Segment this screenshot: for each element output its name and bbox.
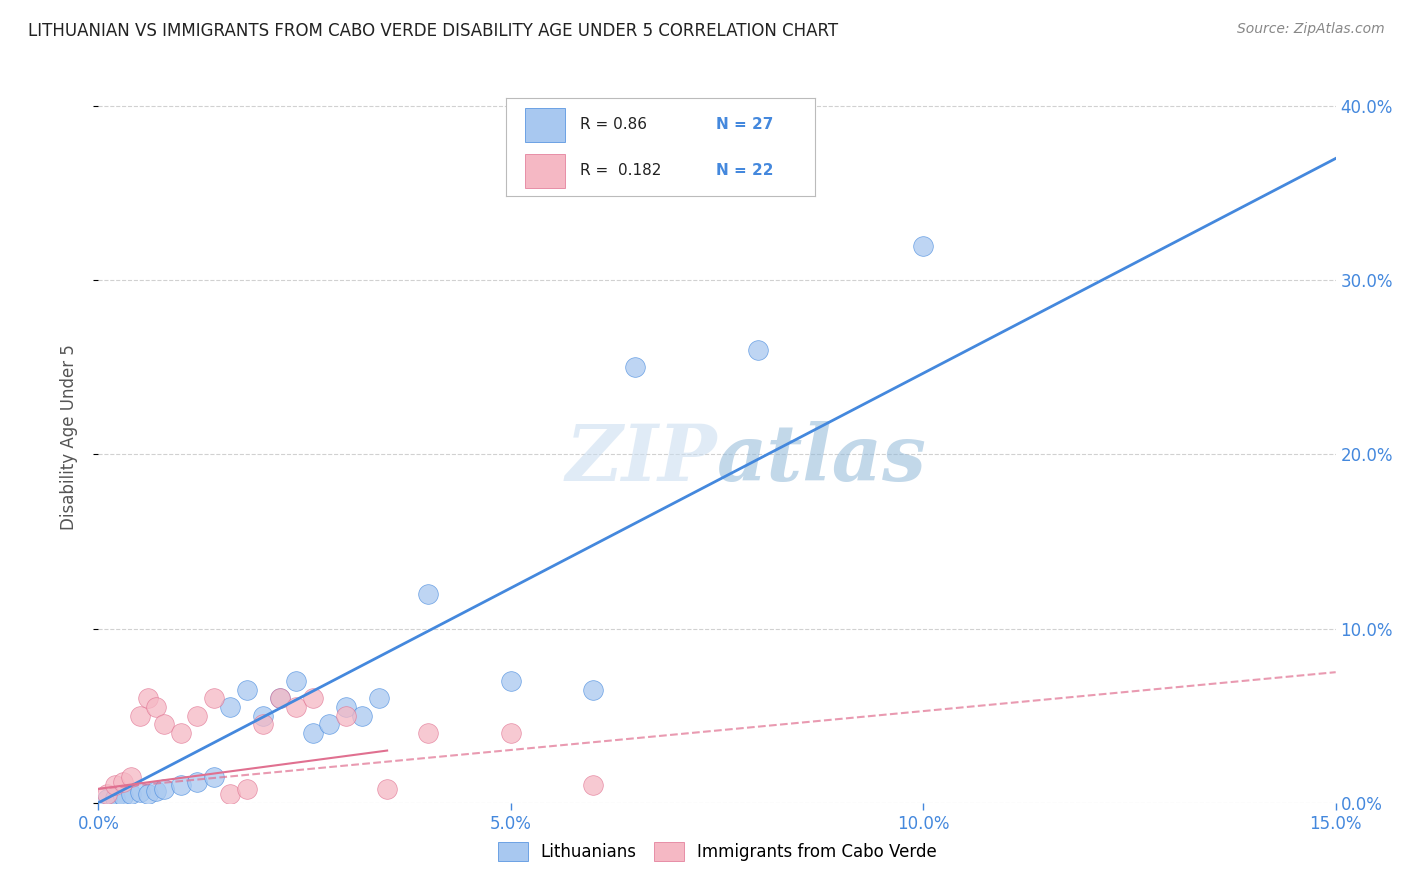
Point — [912, 238, 935, 252]
Point — [285, 700, 308, 714]
Point — [153, 717, 176, 731]
Point — [269, 691, 291, 706]
Point — [582, 778, 605, 792]
Point — [252, 708, 274, 723]
Point — [375, 781, 398, 796]
Text: N = 22: N = 22 — [717, 163, 773, 178]
Text: Source: ZipAtlas.com: Source: ZipAtlas.com — [1237, 22, 1385, 37]
Point — [367, 691, 389, 706]
Point — [219, 700, 242, 714]
Point — [352, 708, 374, 723]
Point — [335, 700, 357, 714]
Text: atlas: atlas — [717, 421, 927, 497]
Point — [170, 726, 193, 740]
Point — [186, 708, 208, 723]
Point — [104, 778, 127, 792]
Point — [120, 770, 142, 784]
Point — [236, 682, 259, 697]
Bar — [524, 108, 565, 142]
Bar — [524, 154, 565, 188]
Point — [202, 770, 225, 784]
Point — [112, 789, 135, 803]
Point — [128, 708, 150, 723]
Point — [582, 682, 605, 697]
Point — [120, 787, 142, 801]
Point — [202, 691, 225, 706]
Point — [318, 717, 340, 731]
Text: R =  0.182: R = 0.182 — [581, 163, 662, 178]
Point — [252, 717, 274, 731]
Point — [96, 787, 118, 801]
Point — [302, 726, 325, 740]
Point — [499, 673, 522, 688]
Point — [145, 783, 167, 797]
Text: N = 27: N = 27 — [717, 117, 773, 132]
Point — [145, 700, 167, 714]
Point — [128, 785, 150, 799]
Text: ZIP: ZIP — [565, 421, 717, 497]
Point — [96, 792, 118, 806]
Point — [747, 343, 769, 357]
Point — [236, 781, 259, 796]
Point — [302, 691, 325, 706]
Point — [335, 708, 357, 723]
Point — [285, 673, 308, 688]
Point — [170, 778, 193, 792]
Y-axis label: Disability Age Under 5: Disability Age Under 5 — [59, 344, 77, 530]
Point — [219, 787, 242, 801]
Point — [623, 360, 645, 375]
Point — [186, 775, 208, 789]
Point — [112, 775, 135, 789]
Text: R = 0.86: R = 0.86 — [581, 117, 647, 132]
Text: LITHUANIAN VS IMMIGRANTS FROM CABO VERDE DISABILITY AGE UNDER 5 CORRELATION CHAR: LITHUANIAN VS IMMIGRANTS FROM CABO VERDE… — [28, 22, 838, 40]
Point — [153, 781, 176, 796]
Legend: Lithuanians, Immigrants from Cabo Verde: Lithuanians, Immigrants from Cabo Verde — [491, 835, 943, 868]
Point — [418, 726, 440, 740]
Point — [104, 790, 127, 805]
Point — [499, 726, 522, 740]
Point — [136, 691, 159, 706]
Point — [269, 691, 291, 706]
Point — [418, 587, 440, 601]
Point — [136, 787, 159, 801]
